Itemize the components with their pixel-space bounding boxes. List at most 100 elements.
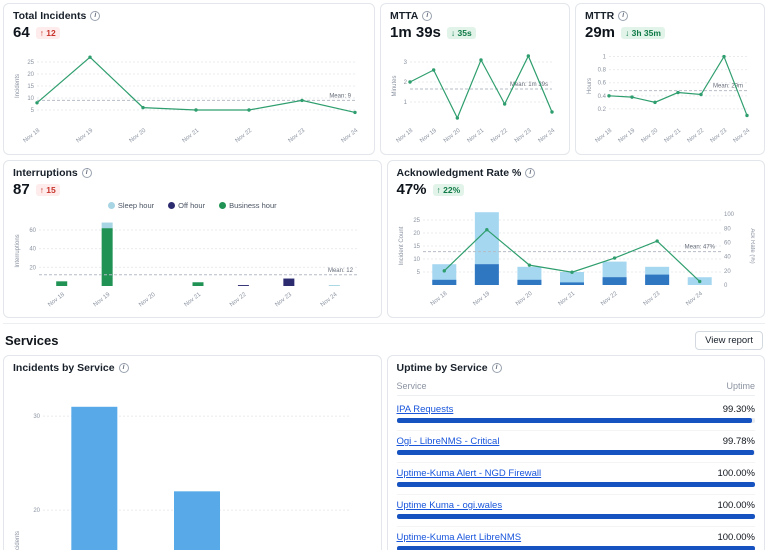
svg-text:Nov 23: Nov 23 <box>288 127 307 144</box>
kpi-value: 64 <box>13 24 30 41</box>
card-title-text: Total Incidents <box>13 10 87 22</box>
svg-text:Nov 18: Nov 18 <box>23 127 42 144</box>
svg-text:Nov 21: Nov 21 <box>467 127 486 144</box>
info-icon[interactable]: i <box>81 168 92 178</box>
svg-text:15: 15 <box>27 84 34 90</box>
legend-item[interactable]: Business hour <box>219 201 277 210</box>
svg-text:40: 40 <box>29 247 36 253</box>
svg-text:Nov 20: Nov 20 <box>138 291 157 308</box>
svg-text:Minutes: Minutes <box>392 75 398 96</box>
uptime-value: 99.78% <box>722 436 755 447</box>
card-title-text: MTTR <box>585 10 615 22</box>
interruptions-chart[interactable]: 20 40 60 Interruptions Nov 18 Nov 19 Nov 20 Nov… <box>13 212 367 310</box>
legend-label: Off hour <box>178 201 206 210</box>
card-title-mtta: MTTA i <box>390 10 560 22</box>
uptime-bar-track <box>396 418 755 423</box>
info-icon[interactable]: i <box>422 11 433 21</box>
svg-text:Mean: 47%: Mean: 47% <box>684 245 715 251</box>
svg-text:0.4: 0.4 <box>598 94 607 100</box>
svg-text:1: 1 <box>404 100 408 106</box>
uptime-value: 100.00% <box>717 500 755 511</box>
svg-text:Mean: 1m 39s: Mean: 1m 39s <box>510 82 548 88</box>
kpi-delta-badge: ↑ 12 <box>35 26 60 39</box>
service-link[interactable]: Uptime Kuma - ogi.wales <box>396 500 503 511</box>
svg-text:Incidents: Incidents <box>15 74 21 98</box>
kpi-value: 1m 39s <box>390 24 441 41</box>
svg-text:Mean: 12: Mean: 12 <box>328 268 354 274</box>
svg-text:25: 25 <box>413 218 420 224</box>
uptime-bar-fill <box>396 514 755 519</box>
svg-text:Nov 18: Nov 18 <box>595 127 614 144</box>
legend-dot-icon <box>168 202 176 209</box>
svg-text:Nov 22: Nov 22 <box>600 290 619 307</box>
kpi-delta-badge: ↓ 35s <box>446 26 476 39</box>
svg-text:10: 10 <box>27 96 34 102</box>
info-icon[interactable]: i <box>525 168 536 178</box>
uptime-bar-fill <box>396 418 753 423</box>
kpi-value-row: 87 ↑ 15 <box>13 181 372 198</box>
svg-text:Nov 23: Nov 23 <box>710 127 729 144</box>
kpi-value-row: 47% ↑ 22% <box>397 181 756 198</box>
card-title-interruptions: Interruptions i <box>13 167 372 179</box>
kpi-value: 47% <box>396 181 427 198</box>
kpi-value: 29m <box>585 24 616 41</box>
incidents-by-service-chart[interactable]: 102030Incidents <box>13 378 371 550</box>
legend-item[interactable]: Sleep hour <box>107 201 154 210</box>
card-title-text: Interruptions <box>13 167 78 179</box>
uptime-bar-track <box>396 450 755 455</box>
svg-text:Nov 20: Nov 20 <box>443 127 462 144</box>
uptime-value: 99.30% <box>722 404 755 415</box>
info-icon[interactable]: i <box>491 363 502 373</box>
svg-text:20: 20 <box>413 231 420 237</box>
svg-text:5: 5 <box>31 108 35 114</box>
svg-text:80: 80 <box>724 226 731 232</box>
svg-text:0.6: 0.6 <box>598 81 607 87</box>
svg-text:Nov 24: Nov 24 <box>733 127 752 144</box>
info-icon[interactable]: i <box>618 11 629 21</box>
card-title-uptime-by-service: Uptime by Service i <box>397 362 756 374</box>
svg-text:0.8: 0.8 <box>598 68 607 74</box>
kpi-value: 87 <box>13 181 30 198</box>
second-row: Interruptions i 87 ↑ 15 Sleep hour Off ho… <box>3 160 765 318</box>
svg-text:Nov 20: Nov 20 <box>514 290 533 307</box>
svg-text:Mean: 9: Mean: 9 <box>329 93 351 99</box>
svg-text:Nov 19: Nov 19 <box>419 127 438 144</box>
svg-text:Nov 21: Nov 21 <box>664 127 683 144</box>
service-link[interactable]: Uptime-Kuma Alert - NGD Firewall <box>396 468 542 479</box>
card-title-total-incidents: Total Incidents i <box>13 10 365 22</box>
svg-text:Nov 22: Nov 22 <box>687 127 706 144</box>
card-title-text: Uptime by Service <box>396 362 488 374</box>
legend-dot-icon <box>107 202 115 209</box>
svg-text:Nov 23: Nov 23 <box>642 290 661 307</box>
svg-text:Nov 18: Nov 18 <box>396 127 415 144</box>
total-incidents-chart[interactable]: 5 10 15 20 25 Incidents Nov 18 Nov 19 Nov 20 Nov … <box>13 44 365 148</box>
card-title-text: Incidents by Service <box>13 362 115 374</box>
service-link[interactable]: Ogi - LibreNMS - Critical <box>396 436 500 447</box>
view-report-button[interactable]: View report <box>695 331 763 350</box>
card-mtta: MTTA i 1m 39s ↓ 35s 1 2 3 Minutes Nov 18 Nov … <box>380 3 570 155</box>
svg-text:Nov 22: Nov 22 <box>235 127 254 144</box>
service-link[interactable]: Uptime-Kuma Alert LibreNMS <box>396 532 522 543</box>
card-title-mttr: MTTR i <box>585 10 755 22</box>
card-title-text: MTTA <box>390 10 419 22</box>
svg-text:Nov 19: Nov 19 <box>472 290 491 307</box>
svg-text:Nov 18: Nov 18 <box>47 291 66 308</box>
uptime-bar-fill <box>396 482 755 487</box>
kpi-delta-badge: ↑ 22% <box>432 183 465 196</box>
svg-text:Nov 24: Nov 24 <box>538 127 557 144</box>
ack-rate-chart[interactable]: 5 10 15 20 25 Incident Count Nov 18 Nov 19 Nov 2… <box>397 201 755 311</box>
svg-text:Ack Rate (%): Ack Rate (%) <box>749 228 755 263</box>
info-icon[interactable]: i <box>90 11 101 21</box>
legend-item[interactable]: Off hour <box>168 201 205 210</box>
uptime-bar-track <box>396 482 755 487</box>
service-link[interactable]: IPA Requests <box>396 404 454 415</box>
mtta-chart[interactable]: 1 2 3 Minutes Nov 18 Nov 19 Nov 20 Nov 21 Nov 22… <box>390 44 560 148</box>
svg-text:Nov 24: Nov 24 <box>685 290 704 307</box>
svg-text:Nov 22: Nov 22 <box>490 127 509 144</box>
svg-text:100: 100 <box>724 212 735 218</box>
svg-text:20: 20 <box>27 72 34 78</box>
info-icon[interactable]: i <box>118 363 129 373</box>
legend-label: Business hour <box>229 201 277 210</box>
